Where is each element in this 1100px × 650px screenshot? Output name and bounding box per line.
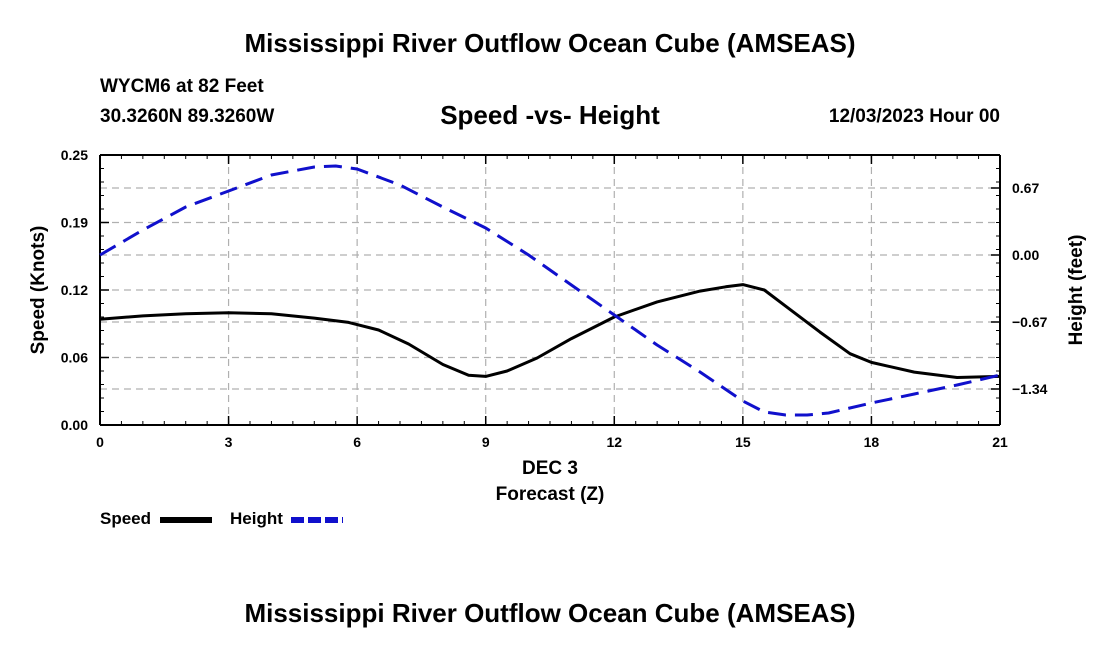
x-tick-label: 9 — [482, 434, 490, 450]
y-tick-label: 0.06 — [61, 350, 88, 366]
coordinates-label: 30.3260N 89.3260W — [100, 106, 275, 127]
chart-subtitle: Speed -vs- Height — [440, 100, 660, 130]
y-axis-title: Speed (Knots) — [28, 226, 49, 355]
x-axis-title: Forecast (Z) — [496, 484, 605, 505]
y-tick-label: 0.19 — [61, 215, 88, 231]
y-right-tick-label: 0.00 — [1012, 247, 1039, 263]
x-tick-label: 0 — [96, 434, 104, 450]
x-tick-label: 18 — [864, 434, 880, 450]
x-axis-date-label: DEC 3 — [522, 458, 578, 479]
x-tick-label: 3 — [225, 434, 233, 450]
series-line-height — [99, 164, 1001, 417]
x-tick-label: 12 — [606, 434, 622, 450]
station-label: WYCM6 at 82 Feet — [100, 76, 264, 97]
x-tick-label: 21 — [992, 434, 1008, 450]
legend-speed-label: Speed — [100, 509, 152, 528]
y-right-tick-label: −1.34 — [1012, 381, 1048, 397]
y-right-tick-label: 0.67 — [1012, 180, 1039, 196]
x-tick-label: 15 — [735, 434, 751, 450]
legend-height-label: Height — [230, 509, 283, 528]
y-tick-label: 0.12 — [61, 282, 88, 298]
y-tick-label: 0.00 — [61, 417, 88, 433]
y-right-tick-label: −0.67 — [1012, 314, 1048, 330]
repeat-title: Mississippi River Outflow Ocean Cube (AM… — [244, 598, 856, 628]
y-axis-right-title: Height (feet) — [1066, 235, 1087, 346]
series-line-speed — [99, 283, 1001, 379]
x-tick-label: 6 — [353, 434, 361, 450]
forecast-datetime: 12/03/2023 Hour 00 — [828, 106, 1000, 127]
y-tick-label: 0.25 — [61, 147, 88, 163]
main-title: Mississippi River Outflow Ocean Cube (AM… — [244, 28, 856, 58]
